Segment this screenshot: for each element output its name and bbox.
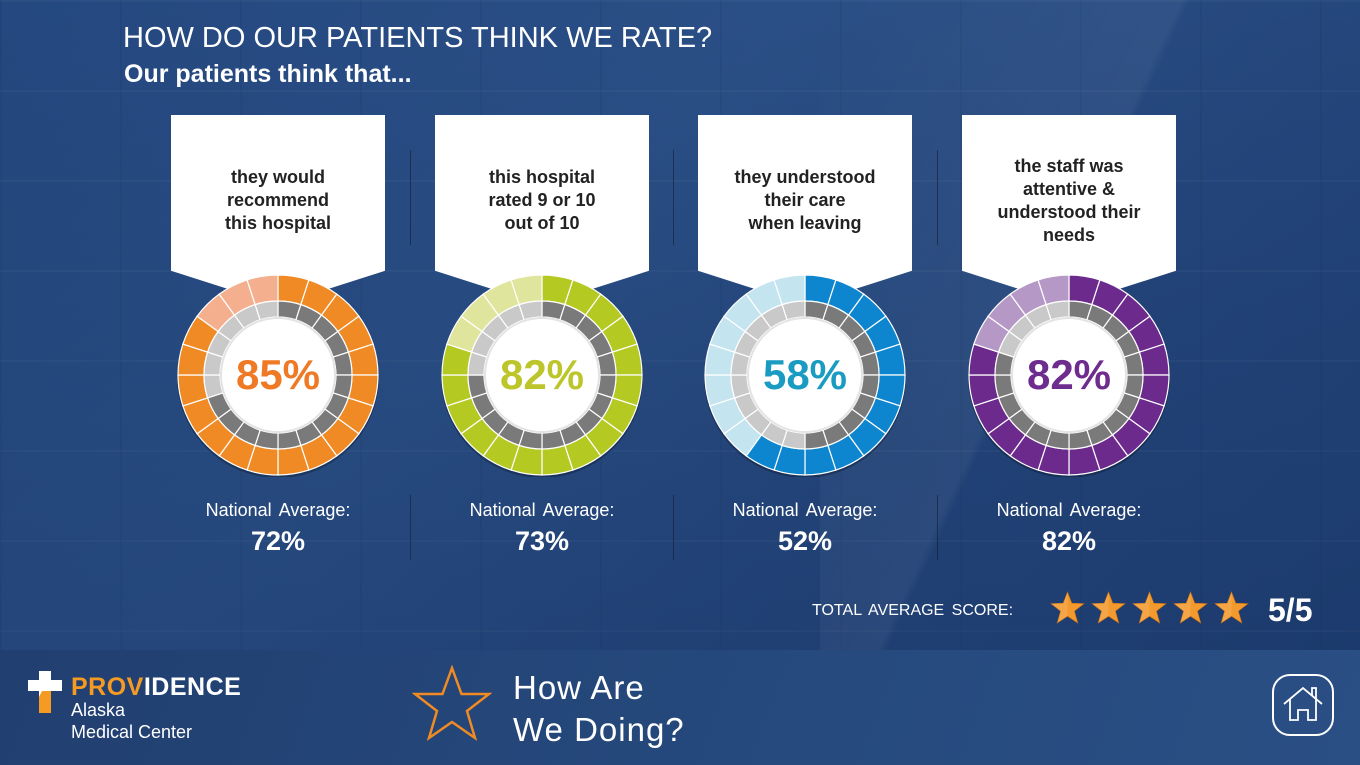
star-icon xyxy=(1173,591,1208,624)
percentage-ring xyxy=(968,274,1170,477)
home-button[interactable] xyxy=(1272,674,1334,736)
statement-banner xyxy=(962,115,1176,305)
ring-center xyxy=(484,317,600,433)
statement-banner xyxy=(698,115,912,305)
national-average-value: 73% xyxy=(514,526,570,556)
column-divider xyxy=(410,150,411,245)
metric-value: 82% xyxy=(499,351,585,398)
star-icon xyxy=(1091,591,1126,624)
ring-center xyxy=(1011,317,1127,433)
tagline: How Are We Doing? xyxy=(513,669,685,748)
national-average-value: 82% xyxy=(1041,526,1097,556)
footer-bar xyxy=(0,650,1360,765)
national-average-value: 72% xyxy=(250,526,306,556)
national-average-label: National Average: xyxy=(732,500,878,520)
ring-center xyxy=(747,317,863,433)
brand-logo-text: PROVIDENCE xyxy=(71,673,241,702)
star-icon xyxy=(1132,591,1167,624)
statement-banner xyxy=(171,115,385,305)
statement-text: the staff was attentive & understood the… xyxy=(997,155,1141,245)
metric-value: 58% xyxy=(762,351,848,398)
column-divider xyxy=(410,495,411,560)
column-divider xyxy=(673,150,674,245)
home-icon xyxy=(1283,686,1323,721)
statement-banner xyxy=(435,115,649,305)
page-title: HOW DO OUR PATIENTS THINK WE RATE? xyxy=(123,22,713,54)
percentage-ring xyxy=(441,274,643,477)
metric-value: 85% xyxy=(235,351,321,398)
statement-text: they understood their care when leaving xyxy=(734,167,876,233)
percentage-ring xyxy=(704,274,906,477)
star-outline-icon xyxy=(412,665,492,741)
brand-subtitle: Alaska Medical Center xyxy=(71,700,193,742)
star-rating xyxy=(1050,591,1249,625)
total-score-label: TOTAL AVERAGE SCORE: xyxy=(812,602,1014,619)
national-average-label: National Average: xyxy=(469,500,615,520)
metric-value: 82% xyxy=(1026,351,1112,398)
column-divider xyxy=(673,495,674,560)
column-divider xyxy=(937,150,938,245)
brand-name-orange: PROV xyxy=(71,673,144,701)
star-icon xyxy=(1050,591,1085,624)
national-average-label: National Average: xyxy=(996,500,1142,520)
providence-cross-icon xyxy=(28,671,62,713)
percentage-ring xyxy=(177,274,379,477)
page-subtitle: Our patients think that... xyxy=(124,60,412,88)
national-average-label: National Average: xyxy=(205,500,351,520)
star-icon xyxy=(1214,591,1249,624)
statement-text: they would recommend this hospital xyxy=(224,167,331,233)
total-score-value: 5/5 xyxy=(1268,592,1313,628)
column-divider xyxy=(937,495,938,560)
ring-center xyxy=(220,317,336,433)
statement-text: this hospital rated 9 or 10 out of 10 xyxy=(488,167,596,233)
national-average-value: 52% xyxy=(777,526,833,556)
brand-name-white: IDENCE xyxy=(143,673,242,701)
